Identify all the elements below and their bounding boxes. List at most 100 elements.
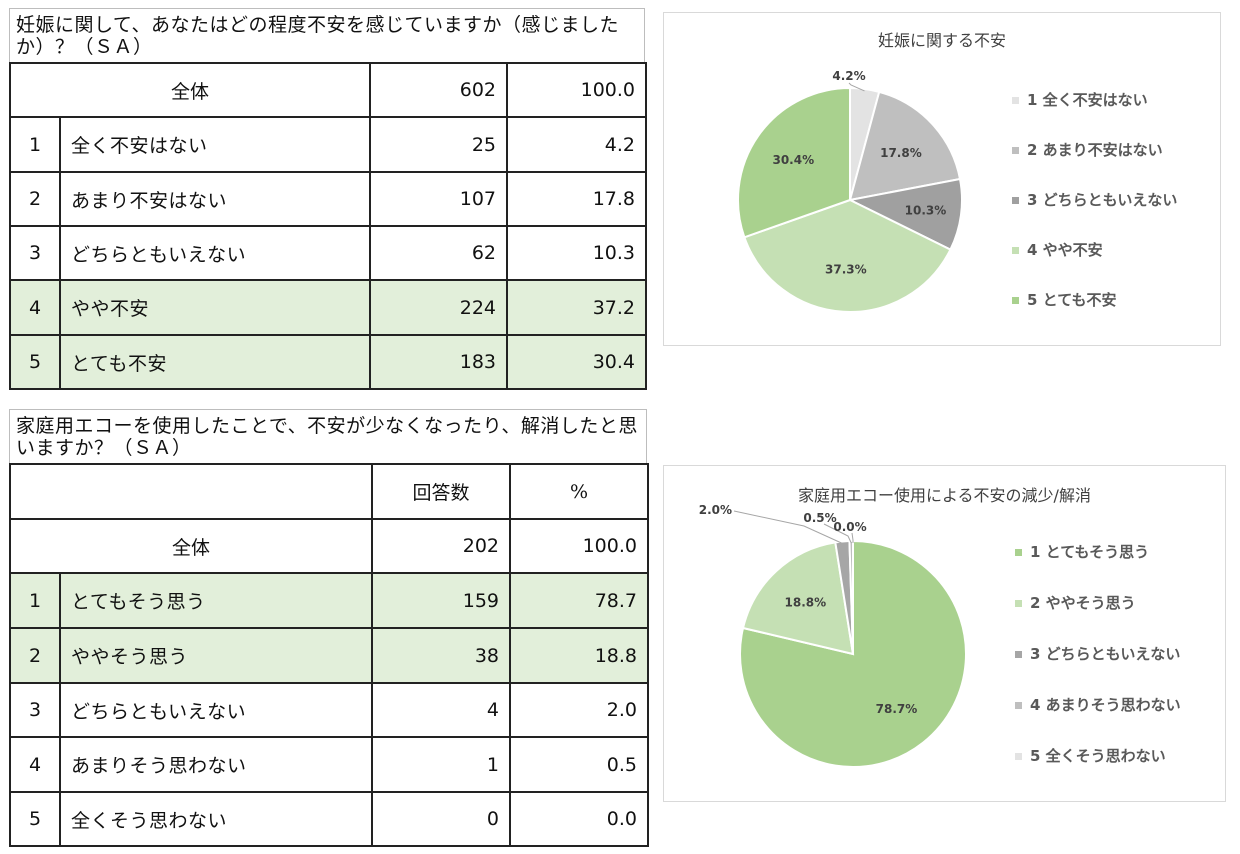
pie-slice (848, 90, 962, 202)
data-label: 78.7% (876, 702, 918, 716)
data-label: 17.8% (880, 146, 922, 160)
row-percent: 17.8 (506, 171, 648, 227)
q1-title: 妊娠に関して、あなたはどの程度不安を感じていますか（感じましたか）？（ＳＡ） (9, 8, 645, 62)
legend-swatch (1012, 247, 1019, 254)
row-index: 1 (9, 572, 61, 629)
row-label: どちらともいえない (59, 682, 373, 738)
label-leader-line (733, 510, 843, 544)
label-leader-line (848, 82, 865, 92)
row-count: 38 (371, 627, 511, 684)
row-percent: 0.5 (509, 736, 649, 793)
q2-total-label: 全体 (9, 518, 373, 574)
legend-swatch (1012, 297, 1019, 304)
row-percent: 10.3 (506, 225, 648, 281)
row-label: やや不安 (58, 279, 372, 336)
legend-item: 5 とても不安 (1012, 289, 1116, 310)
table-row: 2 ややそう思う 38 18.8 (9, 627, 649, 684)
pie-slice (741, 541, 855, 656)
row-label: どちらともいえない (58, 225, 372, 281)
legend-item: 4 やや不安 (1012, 239, 1103, 260)
table-row: 3 どちらともいえない 4 2.0 (9, 682, 649, 738)
row-count: 25 (369, 116, 509, 173)
legend-swatch (1015, 600, 1022, 607)
row-label: とても不安 (58, 334, 372, 390)
q2-total-n: 202 (371, 518, 511, 574)
row-percent: 78.7 (509, 572, 649, 629)
table-row: 5 全くそう思わない 0 0.0 (9, 791, 649, 847)
row-percent: 4.2 (506, 116, 648, 173)
row-count: 224 (369, 279, 509, 336)
legend-label: 2 ややそう思う (1030, 594, 1136, 612)
legend-swatch (1012, 197, 1019, 204)
row-percent: 2.0 (509, 682, 649, 738)
label-leader-line (823, 523, 852, 544)
row-count: 1 (371, 736, 511, 793)
legend-item: 1 全く不安はない (1012, 89, 1148, 110)
q2-total-row: 全体 202 100.0 (9, 518, 649, 574)
legend-swatch (1015, 702, 1022, 709)
row-index: 4 (9, 736, 61, 793)
table-row: 4 やや不安 224 37.2 (9, 279, 648, 336)
legend-label: 2 あまり不安はない (1027, 141, 1163, 159)
data-label: 18.8% (785, 596, 827, 610)
row-index: 1 (9, 116, 61, 173)
row-count: 159 (371, 572, 511, 629)
table-row: 4 あまりそう思わない 1 0.5 (9, 736, 649, 793)
legend-swatch (1015, 651, 1022, 658)
row-count: 0 (371, 791, 511, 847)
row-index: 2 (9, 627, 61, 684)
legend-label: 5 とても不安 (1027, 291, 1117, 309)
q2-total-pct: 100.0 (509, 518, 649, 574)
legend-label: 4 あまりそう思わない (1030, 696, 1181, 714)
row-label: ややそう思う (59, 627, 373, 684)
legend-label: 3 どちらともいえない (1030, 645, 1181, 663)
legend-item: 1 とてもそう思う (1015, 541, 1149, 562)
row-index: 4 (9, 279, 61, 336)
pie-slice (846, 177, 963, 251)
label-leader-line (851, 532, 854, 543)
row-index: 3 (9, 682, 61, 738)
row-label: あまり不安はない (58, 171, 372, 227)
legend-swatch (1015, 549, 1022, 556)
legend-label: 1 全く不安はない (1027, 91, 1148, 109)
chart2-title: 家庭用エコー使用による不安の減少/解消 (798, 486, 1091, 505)
row-label: あまりそう思わない (59, 736, 373, 793)
legend-swatch (1012, 147, 1019, 154)
legend-item: 5 全くそう思わない (1015, 745, 1166, 766)
q2-header-blank (9, 463, 373, 520)
q1-total-pct: 100.0 (506, 62, 648, 118)
row-index: 5 (9, 791, 61, 847)
row-percent: 18.8 (509, 627, 649, 684)
chart1-title: 妊娠に関する不安 (877, 31, 1006, 50)
table-row: 5 とても不安 183 30.4 (9, 334, 648, 390)
row-percent: 0.0 (509, 791, 649, 847)
row-count: 62 (369, 225, 509, 281)
table-row: 3 どちらともいえない 62 10.3 (9, 225, 648, 281)
q2-header-row: 回答数 % (9, 463, 649, 520)
row-label: とてもそう思う (59, 572, 373, 629)
data-label: 30.4% (772, 153, 814, 167)
pie-slice (737, 86, 851, 239)
data-label: 0.5% (803, 511, 836, 525)
table-row: 1 とてもそう思う 159 78.7 (9, 572, 649, 629)
q2-col-percent: % (509, 463, 649, 520)
chart2-pie: 78.7% 18.8% 2.0% 0.5%0.0% (699, 503, 967, 768)
data-label: 2.0% (699, 503, 732, 517)
pie-slice (743, 198, 952, 313)
data-label: 10.3% (905, 203, 947, 217)
legend-item: 3 どちらともいえない (1012, 189, 1177, 210)
legend-item: 3 どちらともいえない (1015, 643, 1180, 664)
q1-total-row: 全体 602 100.0 (8, 62, 648, 118)
chart1-container: 妊娠に関する不安 4.2% 17.8% 10.3% 37.3% 30.4% 1 全く不安… (663, 12, 1221, 346)
row-index: 3 (9, 225, 61, 281)
legend-label: 3 どちらともいえない (1027, 191, 1178, 209)
legend-swatch (1015, 753, 1022, 760)
row-count: 107 (369, 171, 509, 227)
row-index: 2 (9, 171, 61, 227)
row-label: 全く不安はない (58, 116, 372, 173)
legend-swatch (1012, 97, 1019, 104)
row-label: 全くそう思わない (59, 791, 373, 847)
q1-total-label: 全体 (8, 62, 372, 118)
chart1-pie: 4.2% 17.8% 10.3% 37.3% 30.4% (737, 69, 963, 313)
q1-total-n: 602 (369, 62, 509, 118)
